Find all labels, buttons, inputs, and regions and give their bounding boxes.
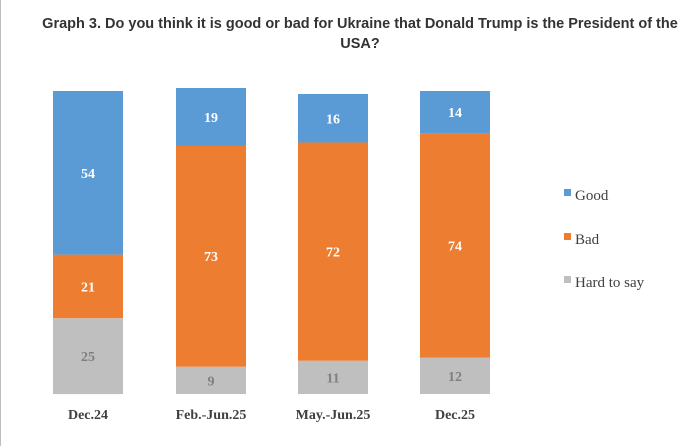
bar-hard-to-say: [298, 360, 368, 394]
legend-label-bad: Bad: [575, 232, 600, 248]
legend-label-hard-to-say: Hard to say: [575, 275, 645, 291]
bar-good: [298, 94, 368, 143]
bar-good: [420, 91, 490, 134]
data-label-bad: 74: [448, 240, 462, 255]
data-label-good: 16: [326, 112, 340, 127]
chart-title: Graph 3. Do you think it is good or bad …: [42, 16, 678, 52]
x-tick-label: Dec.25: [435, 408, 475, 423]
data-label-good: 14: [448, 106, 462, 121]
data-label-bad: 21: [81, 280, 95, 295]
bar-hard-to-say: [176, 366, 246, 394]
bar-good: [53, 91, 123, 255]
left-border: [0, 0, 1, 446]
x-tick-label: Feb.-Jun.25: [176, 408, 247, 423]
data-label-hard-to-say: 11: [326, 371, 339, 386]
bar-hard-to-say: [53, 318, 123, 395]
data-label-hard-to-say: 9: [208, 374, 215, 389]
legend: Good Bad Hard to say: [564, 188, 645, 291]
bar-bad: [176, 145, 246, 367]
data-label-bad: 73: [204, 250, 218, 265]
legend-swatch-hard-to-say: [564, 276, 571, 283]
legend-swatch-good: [564, 189, 571, 196]
bar-bad: [420, 133, 490, 358]
bar-good: [176, 88, 246, 146]
data-label-hard-to-say: 25: [81, 350, 95, 365]
data-label-hard-to-say: 12: [448, 370, 462, 385]
x-tick-label: May.-Jun.25: [296, 408, 371, 423]
data-label-bad: 72: [326, 246, 340, 261]
category-labels: Dec.24 Feb.-Jun.25 May.-Jun.25 Dec.25: [68, 408, 475, 423]
data-label-good: 54: [81, 167, 95, 182]
data-label-good: 19: [204, 111, 218, 126]
legend-label-good: Good: [575, 188, 609, 204]
bars-group: 25 21 54 9 73 19 11 72 16 12 74 14: [53, 88, 490, 395]
bar-bad: [298, 142, 368, 361]
bar-bad: [53, 254, 123, 319]
x-tick-label: Dec.24: [68, 408, 108, 423]
legend-swatch-bad: [564, 233, 571, 240]
bar-hard-to-say: [420, 357, 490, 394]
